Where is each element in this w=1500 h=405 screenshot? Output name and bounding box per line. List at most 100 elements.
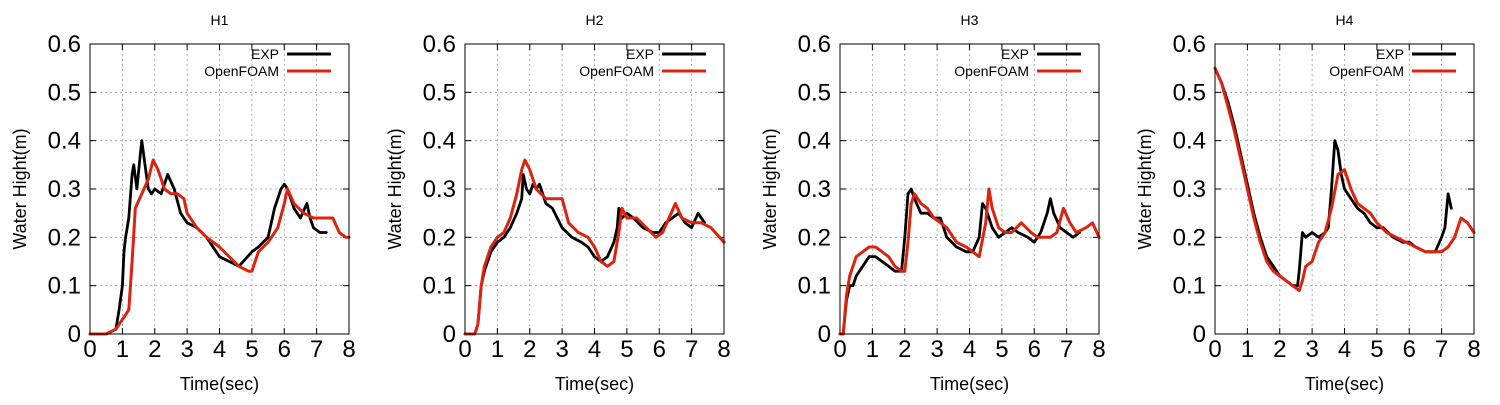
y-tick-label: 0.3 — [423, 176, 456, 203]
x-tick-label: 6 — [1403, 336, 1416, 363]
legend-label-exp: EXP — [251, 46, 279, 62]
x-tick-label: 6 — [1028, 336, 1041, 363]
y-tick-label: 0.6 — [423, 31, 456, 58]
y-tick-label: 0.6 — [1173, 31, 1206, 58]
x-axis-label: Time(sec) — [1305, 374, 1384, 394]
x-tick-label: 4 — [963, 336, 976, 363]
x-tick-label: 2 — [1273, 336, 1286, 363]
legend-label-openfoam: OpenFOAM — [579, 63, 654, 79]
y-tick-label: 0.4 — [1173, 128, 1206, 155]
chart-panel-2: 0 1 2 3 4 5 6 7 800.10.20.30.40.50.6 EXPOpenFOAMH… — [385, 12, 731, 394]
y-tick-label: 0 — [1193, 321, 1206, 348]
x-tick-label: 5 — [995, 336, 1008, 363]
y-tick-label: 0.4 — [423, 128, 456, 155]
y-tick-label: 0.5 — [423, 79, 456, 106]
y-axis-label: Water Hight(m) — [1135, 128, 1155, 249]
y-tick-label: 0.3 — [1173, 176, 1206, 203]
x-tick-label: 5 — [1370, 336, 1383, 363]
plot-frame — [464, 43, 725, 335]
series-line-exp — [1213, 66, 1453, 288]
x-tick-label: 8 — [717, 336, 730, 363]
x-tick-label: 7 — [1060, 336, 1073, 363]
series-line-openfoam — [838, 187, 1101, 336]
x-tick-label: 5 — [620, 336, 633, 363]
x-tick-label: 6 — [653, 336, 666, 363]
x-tick-label: 4 — [213, 336, 226, 363]
y-tick-label: 0.6 — [798, 31, 831, 58]
plot-frame — [839, 43, 1100, 335]
plot-frame — [1214, 43, 1475, 335]
y-tick-label: 0.5 — [1173, 79, 1206, 106]
x-tick-label: 5 — [245, 336, 258, 363]
x-tick-label: 6 — [278, 336, 291, 363]
x-tick-label: 0 — [458, 336, 471, 363]
x-tick-label: 0 — [1208, 336, 1221, 363]
plot-frame — [89, 43, 350, 335]
x-axis-label: Time(sec) — [180, 374, 259, 394]
x-tick-label: 2 — [148, 336, 161, 363]
y-tick-label: 0.1 — [798, 273, 831, 300]
y-tick-label: 0.1 — [423, 273, 456, 300]
chart-panel-3: 0 1 2 3 4 5 6 7 800.10.20.30.40.50.6 EXPOpenFOAMH… — [760, 12, 1106, 394]
x-tick-label: 2 — [523, 336, 536, 363]
y-axis-label: Water Hight(m) — [760, 128, 780, 249]
x-tick-label: 1 — [1241, 336, 1254, 363]
x-tick-label: 8 — [342, 336, 355, 363]
x-tick-label: 0 — [83, 336, 96, 363]
y-tick-label: 0.4 — [48, 128, 81, 155]
x-tick-label: 4 — [1338, 336, 1351, 363]
x-axis-label: Time(sec) — [930, 374, 1009, 394]
legend-label-openfoam: OpenFOAM — [1329, 63, 1404, 79]
x-tick-label: 8 — [1467, 336, 1480, 363]
chart-title: H4 — [1336, 12, 1354, 28]
x-tick-label: 1 — [491, 336, 504, 363]
y-tick-label: 0.1 — [1173, 273, 1206, 300]
x-tick-label: 0 — [833, 336, 846, 363]
x-tick-label: 1 — [116, 336, 129, 363]
chart-panel-4: 0 1 2 3 4 5 6 7 800.10.20.30.40.50.6 EXPOpenFOAMH… — [1135, 12, 1481, 394]
series-line-openfoam — [88, 158, 351, 336]
x-axis-label: Time(sec) — [555, 374, 634, 394]
chart-title: H2 — [586, 12, 604, 28]
x-tick-label: 2 — [898, 336, 911, 363]
x-tick-label: 3 — [555, 336, 568, 363]
chart-title: H1 — [211, 12, 229, 28]
y-axis-label: Water Hight(m) — [385, 128, 405, 249]
y-tick-label: 0.2 — [48, 224, 81, 251]
legend-label-openfoam: OpenFOAM — [204, 63, 279, 79]
series-line-exp — [463, 173, 706, 336]
y-tick-label: 0.3 — [798, 176, 831, 203]
y-tick-label: 0.5 — [48, 79, 81, 106]
y-tick-label: 0.6 — [48, 31, 81, 58]
y-axis-label: Water Hight(m) — [10, 128, 30, 249]
y-tick-label: 0.3 — [48, 176, 81, 203]
series-line-openfoam — [1213, 66, 1476, 292]
y-tick-label: 0 — [443, 321, 456, 348]
y-tick-label: 0.1 — [48, 273, 81, 300]
y-tick-label: 0 — [68, 321, 81, 348]
legend-label-exp: EXP — [626, 46, 654, 62]
y-tick-label: 0.4 — [798, 128, 831, 155]
x-tick-label: 3 — [1305, 336, 1318, 363]
series-line-openfoam — [463, 158, 726, 336]
x-tick-label: 7 — [685, 336, 698, 363]
y-tick-label: 0.2 — [423, 224, 456, 251]
x-tick-label: 4 — [588, 336, 601, 363]
legend-label-openfoam: OpenFOAM — [954, 63, 1029, 79]
x-tick-label: 3 — [930, 336, 943, 363]
chart-title: H3 — [961, 12, 979, 28]
legend-label-exp: EXP — [1001, 46, 1029, 62]
x-tick-label: 8 — [1092, 336, 1105, 363]
x-tick-label: 3 — [180, 336, 193, 363]
chart-panel-1: 0 1 2 3 4 5 6 7 800.10.20.30.40.50.6 EXPOpenFOAMH… — [10, 12, 356, 394]
x-tick-label: 7 — [1435, 336, 1448, 363]
y-tick-label: 0.5 — [798, 79, 831, 106]
legend-label-exp: EXP — [1376, 46, 1404, 62]
x-tick-label: 7 — [310, 336, 323, 363]
y-tick-label: 0.2 — [798, 224, 831, 251]
y-tick-label: 0 — [818, 321, 831, 348]
y-tick-label: 0.2 — [1173, 224, 1206, 251]
series-line-exp — [838, 187, 1081, 336]
